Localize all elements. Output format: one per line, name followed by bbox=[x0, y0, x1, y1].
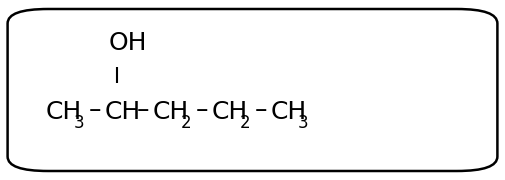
Text: CH: CH bbox=[104, 100, 140, 124]
Text: CH: CH bbox=[153, 100, 189, 124]
Text: CH: CH bbox=[211, 100, 247, 124]
Text: –: – bbox=[88, 98, 100, 122]
Text: 3: 3 bbox=[297, 114, 308, 132]
Text: –: – bbox=[195, 98, 208, 122]
Text: OH: OH bbox=[109, 31, 147, 55]
Text: 2: 2 bbox=[239, 114, 249, 132]
Text: 2: 2 bbox=[180, 114, 191, 132]
Text: CH: CH bbox=[45, 100, 82, 124]
Text: 3: 3 bbox=[73, 114, 84, 132]
Text: CH: CH bbox=[270, 100, 306, 124]
Text: –: – bbox=[254, 98, 266, 122]
Text: –: – bbox=[137, 98, 149, 122]
FancyBboxPatch shape bbox=[8, 9, 496, 171]
